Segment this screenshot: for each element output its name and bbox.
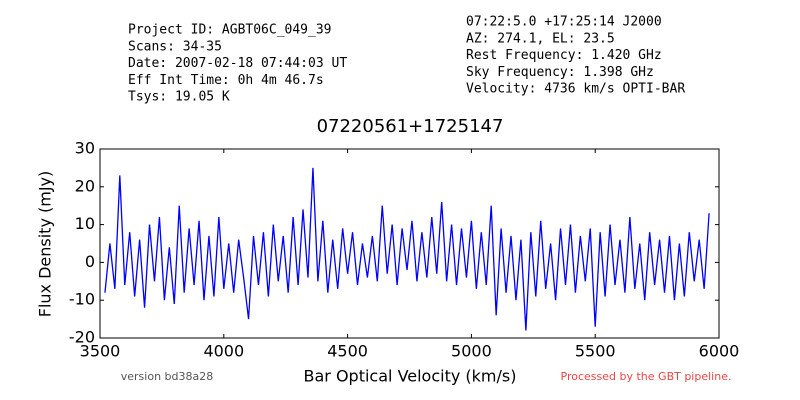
x-tick-label: 4000 bbox=[203, 342, 244, 361]
header-line: Scans: 34-35 bbox=[128, 39, 222, 54]
header-line: Eff Int Time: 0h 4m 46.7s bbox=[128, 73, 324, 88]
version-note: version bd38a28 bbox=[121, 370, 214, 383]
x-tick-label: 4500 bbox=[327, 342, 368, 361]
y-tick-label: -10 bbox=[69, 290, 95, 309]
spectrum-line bbox=[104, 167, 710, 331]
x-tick-label: 6000 bbox=[699, 342, 740, 361]
plot-frame bbox=[99, 148, 720, 339]
y-tick-label: 30 bbox=[75, 139, 95, 158]
x-tick-label: 3500 bbox=[80, 342, 121, 361]
header-line: Rest Frequency: 1.420 GHz bbox=[466, 48, 662, 63]
header-line: AZ: 274.1, EL: 23.5 bbox=[466, 31, 615, 46]
header-line: Project ID: AGBT06C_049_39 bbox=[128, 23, 332, 38]
chart-title: 07220561+1725147 bbox=[317, 116, 504, 137]
y-tick-label: 0 bbox=[85, 252, 95, 271]
x-tick-label: 5500 bbox=[575, 342, 616, 361]
y-tick-label: 20 bbox=[75, 176, 95, 195]
header-line: Velocity: 4736 km/s OPTI-BAR bbox=[466, 82, 685, 97]
y-axis-label: Flux Density (mJy) bbox=[36, 171, 55, 318]
header-line: Date: 2007-02-18 07:44:03 UT bbox=[128, 56, 347, 71]
pipeline-note: Processed by the GBT pipeline. bbox=[561, 370, 732, 383]
y-tick-label: 10 bbox=[75, 214, 95, 233]
x-axis-label: Bar Optical Velocity (km/s) bbox=[304, 367, 517, 386]
y-tick-label: -20 bbox=[69, 328, 95, 347]
header-line: Sky Frequency: 1.398 GHz bbox=[466, 65, 654, 80]
header-line: 07:22:5.0 +17:25:14 J2000 bbox=[466, 15, 662, 30]
header-line: Tsys: 19.05 K bbox=[128, 90, 230, 105]
x-tick-label: 5000 bbox=[451, 342, 492, 361]
